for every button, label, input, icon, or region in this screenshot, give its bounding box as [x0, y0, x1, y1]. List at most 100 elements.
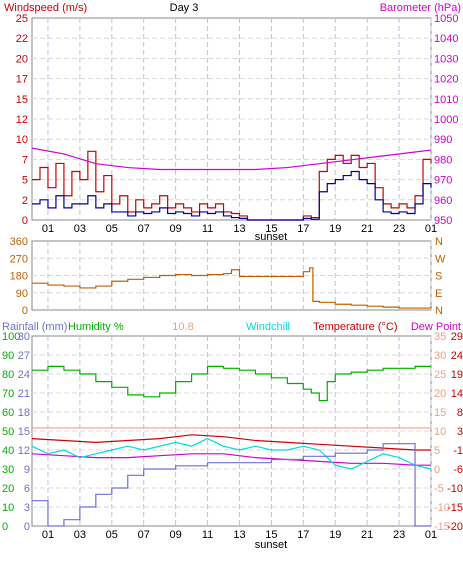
left-tick-label: 360	[10, 236, 28, 248]
series-line	[32, 365, 431, 402]
temp-tick-label: 10	[434, 426, 446, 438]
right-tick-label: 990	[434, 134, 452, 146]
x-tick-label: 05	[106, 223, 118, 235]
right-tick-label: S	[435, 271, 442, 283]
rain-tick-label: 12	[18, 445, 30, 457]
temp-tick-label: -10	[434, 502, 450, 514]
x-tick-label: 17	[297, 529, 309, 541]
chart-title: Day 3	[170, 2, 199, 14]
rain-tick-label: 0	[24, 521, 30, 533]
series-line	[32, 267, 432, 309]
x-tick-label: 13	[233, 529, 245, 541]
humidity-tick-label: 80	[2, 369, 14, 381]
humidity-tick-label: 70	[2, 388, 14, 400]
rain-tick-label: 30	[18, 331, 30, 343]
right-tick-label: N	[435, 305, 443, 317]
series-line	[32, 170, 432, 221]
temp-tick-label: 30	[434, 350, 446, 362]
x-tick-label: 01	[42, 223, 54, 235]
x-tick-label: 03	[74, 529, 86, 541]
dew-tick-label: -15	[447, 502, 463, 514]
rain-tick-label: 24	[18, 369, 30, 381]
x-tick-label: 05	[106, 529, 118, 541]
dew-tick-label: 3	[457, 426, 463, 438]
sunset-marker: sunset	[255, 231, 287, 243]
x-tick-label: 07	[138, 529, 150, 541]
right-tick-label: 1010	[434, 94, 458, 106]
dew-tick-label: -10	[447, 483, 463, 495]
temp-tick-label: 0	[434, 464, 440, 476]
humidity-tick-label: 40	[2, 445, 14, 457]
right-tick-label: 1020	[434, 74, 458, 86]
humidity-tick-label: 10	[2, 502, 14, 514]
left-tick-label: 25	[16, 13, 28, 25]
temp-tick-label: 25	[434, 369, 446, 381]
right-tick-label: 950	[434, 215, 452, 227]
left-tick-label: 20	[16, 53, 28, 65]
humidity-tick-label: 90	[2, 350, 14, 362]
humidity-tick-label: 0	[2, 521, 8, 533]
left-tick-label: 22	[16, 33, 28, 45]
series-line	[32, 150, 432, 221]
x-tick-label: 23	[393, 529, 405, 541]
humidity-tick-label: 50	[2, 426, 14, 438]
reference-temp-label: 10.8	[172, 321, 193, 333]
left-tick-label: 0	[22, 215, 28, 227]
right-tick-label: 980	[434, 154, 452, 166]
dew-tick-label: -20	[447, 521, 463, 533]
temp-tick-label: -5	[434, 483, 444, 495]
rain-tick-label: 6	[24, 483, 30, 495]
temp-tick-label: 20	[434, 388, 446, 400]
x-tick-label: 01	[425, 529, 437, 541]
left-tick-label: 270	[10, 253, 28, 265]
left-tick-label: 90	[16, 288, 28, 300]
x-tick-label: 15	[265, 529, 277, 541]
x-tick-label: 03	[74, 223, 86, 235]
right-axis-label: Barometer (hPa)	[380, 2, 461, 14]
series-line	[31, 434, 431, 451]
temperature-label: Temperature (°C)	[313, 321, 397, 333]
left-tick-label: 0	[22, 305, 28, 317]
series-line	[31, 147, 432, 171]
right-tick-label: 1040	[434, 33, 458, 45]
left-tick-label: 5	[22, 175, 28, 187]
rain-tick-label: 18	[18, 407, 30, 419]
right-tick-label: 960	[434, 195, 452, 207]
x-tick-label: 01	[42, 529, 54, 541]
x-tick-label: 11	[202, 223, 213, 235]
left-tick-label: 7	[22, 154, 28, 166]
temp-tick-label: 35	[434, 331, 446, 343]
rain-tick-label: 9	[24, 464, 30, 476]
series-line	[31, 453, 431, 466]
humidity-tick-label: 30	[2, 464, 14, 476]
left-tick-label: 180	[10, 271, 28, 283]
left-tick-label: 15	[16, 94, 28, 106]
x-tick-label: 13	[233, 223, 245, 235]
rain-tick-label: 15	[18, 426, 30, 438]
right-tick-label: 1000	[434, 114, 458, 126]
x-tick-label: 19	[329, 223, 341, 235]
right-tick-label: 1050	[434, 13, 458, 25]
dew-tick-label: 8	[457, 407, 463, 419]
dew-tick-label: 19	[451, 369, 463, 381]
rain-tick-label: 27	[18, 350, 30, 362]
temp-tick-label: 5	[434, 445, 440, 457]
right-tick-label: W	[435, 253, 446, 265]
x-tick-label: 17	[297, 223, 309, 235]
dew-tick-label: 24	[451, 350, 463, 362]
left-tick-label: 12	[16, 114, 28, 126]
humidity-tick-label: 60	[2, 407, 14, 419]
right-tick-label: 1030	[434, 53, 458, 65]
temp-tick-label: -15	[434, 521, 450, 533]
dew-tick-label: -1	[453, 445, 463, 457]
x-tick-label: 09	[170, 529, 182, 541]
dewpoint-label: Dew Point	[411, 321, 461, 333]
humidity-tick-label: 20	[2, 483, 14, 495]
right-tick-label: N	[435, 236, 443, 248]
x-tick-label: 21	[361, 223, 373, 235]
x-tick-label: 21	[361, 529, 373, 541]
humidity-tick-label: 100	[2, 331, 20, 343]
series-line	[31, 437, 432, 470]
